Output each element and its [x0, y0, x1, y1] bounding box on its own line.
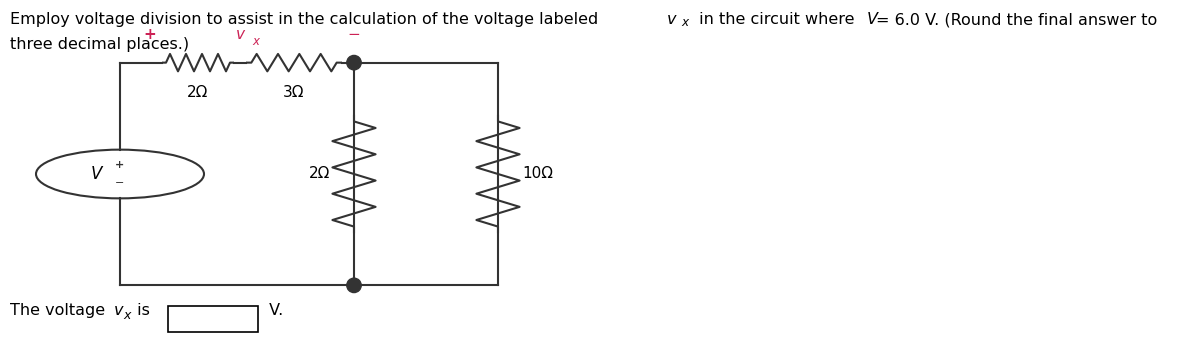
Text: in the circuit where: in the circuit where	[694, 12, 859, 27]
Text: 10Ω: 10Ω	[522, 166, 553, 182]
Text: v: v	[667, 12, 677, 27]
Text: +: +	[115, 160, 125, 170]
Text: The voltage: The voltage	[10, 303, 110, 318]
Text: −: −	[348, 27, 360, 42]
Text: +: +	[144, 27, 156, 42]
Text: −: −	[115, 178, 125, 188]
Text: v: v	[235, 27, 245, 42]
Text: x: x	[124, 309, 131, 322]
Text: 2Ω: 2Ω	[308, 166, 330, 182]
Text: three decimal places.): three decimal places.)	[10, 37, 188, 52]
Text: V: V	[866, 12, 877, 27]
Text: 3Ω: 3Ω	[283, 85, 305, 100]
FancyBboxPatch shape	[168, 306, 258, 332]
Text: v: v	[114, 303, 124, 318]
Text: V.: V.	[264, 303, 283, 318]
Ellipse shape	[347, 55, 361, 70]
Text: 2Ω: 2Ω	[187, 85, 209, 100]
Text: Employ voltage division to assist in the calculation of the voltage labeled: Employ voltage division to assist in the…	[10, 12, 602, 27]
Ellipse shape	[347, 278, 361, 293]
Text: is: is	[132, 303, 150, 318]
Text: x: x	[252, 35, 259, 48]
Text: V: V	[91, 165, 102, 183]
Text: x: x	[682, 16, 689, 29]
Text: = 6.0 V. (Round the final answer to: = 6.0 V. (Round the final answer to	[876, 12, 1157, 27]
